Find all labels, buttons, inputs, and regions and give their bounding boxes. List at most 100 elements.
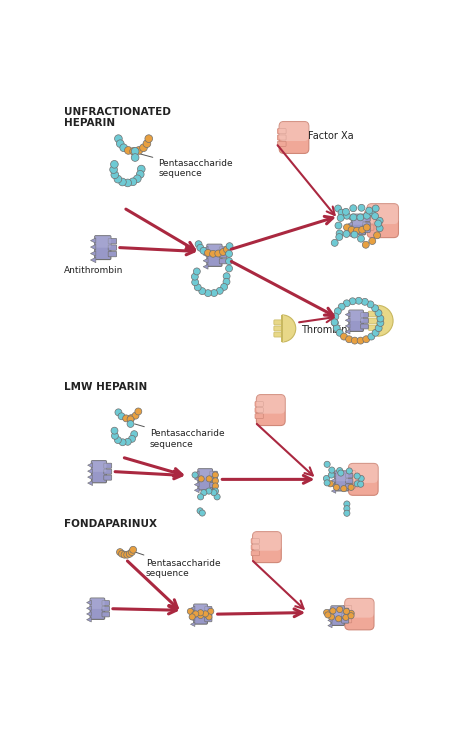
Circle shape (377, 319, 384, 326)
Circle shape (124, 438, 131, 445)
Polygon shape (331, 478, 336, 482)
FancyBboxPatch shape (219, 253, 227, 258)
Circle shape (357, 337, 364, 344)
Circle shape (324, 479, 330, 486)
Circle shape (372, 212, 379, 220)
Circle shape (333, 484, 339, 491)
Circle shape (202, 611, 209, 617)
Circle shape (215, 250, 222, 257)
Polygon shape (345, 318, 350, 322)
Circle shape (348, 610, 354, 616)
Text: LMW HEPARIN: LMW HEPARIN (64, 382, 147, 393)
Text: Pentasaccharide
sequence: Pentasaccharide sequence (135, 424, 224, 449)
Polygon shape (87, 617, 91, 622)
Circle shape (129, 178, 137, 186)
Circle shape (212, 488, 219, 494)
FancyBboxPatch shape (363, 222, 370, 227)
FancyBboxPatch shape (108, 251, 117, 257)
FancyBboxPatch shape (347, 476, 356, 482)
Circle shape (224, 246, 230, 253)
Circle shape (187, 608, 193, 614)
Circle shape (145, 135, 153, 142)
Circle shape (357, 235, 365, 242)
Circle shape (348, 613, 354, 619)
FancyBboxPatch shape (335, 471, 348, 481)
FancyBboxPatch shape (331, 606, 344, 616)
FancyBboxPatch shape (274, 332, 282, 337)
Circle shape (191, 273, 198, 280)
Circle shape (351, 337, 358, 344)
Circle shape (115, 409, 122, 416)
Circle shape (375, 310, 382, 316)
Circle shape (344, 506, 350, 512)
Circle shape (350, 214, 357, 221)
FancyBboxPatch shape (90, 598, 105, 619)
FancyBboxPatch shape (194, 604, 208, 614)
FancyBboxPatch shape (343, 605, 352, 610)
Text: Antithrombin: Antithrombin (64, 266, 123, 275)
FancyBboxPatch shape (363, 227, 370, 233)
Circle shape (375, 325, 382, 331)
Circle shape (199, 510, 205, 516)
Circle shape (128, 414, 135, 422)
Circle shape (204, 249, 211, 257)
FancyBboxPatch shape (251, 539, 259, 544)
Wedge shape (282, 315, 296, 342)
Circle shape (132, 412, 139, 419)
Circle shape (111, 432, 118, 439)
Circle shape (331, 319, 338, 326)
FancyBboxPatch shape (368, 311, 378, 316)
Polygon shape (203, 246, 208, 251)
Circle shape (128, 435, 136, 442)
Circle shape (137, 171, 144, 178)
Circle shape (198, 476, 204, 482)
Polygon shape (191, 606, 195, 610)
Circle shape (343, 608, 349, 614)
Circle shape (115, 135, 122, 142)
Circle shape (362, 242, 369, 248)
FancyBboxPatch shape (255, 414, 264, 419)
Circle shape (206, 476, 212, 482)
Text: UNFRACTIONATED
HEPARIN: UNFRACTIONATED HEPARIN (64, 107, 170, 129)
Circle shape (351, 231, 358, 238)
Polygon shape (91, 257, 96, 263)
Circle shape (374, 220, 382, 227)
Circle shape (127, 416, 134, 423)
Polygon shape (328, 608, 332, 612)
Circle shape (135, 408, 142, 415)
Circle shape (346, 336, 353, 343)
Circle shape (214, 494, 220, 500)
Polygon shape (194, 470, 199, 476)
Circle shape (109, 166, 118, 174)
FancyBboxPatch shape (255, 408, 264, 413)
Circle shape (195, 241, 202, 248)
FancyBboxPatch shape (349, 310, 364, 321)
Circle shape (366, 207, 373, 214)
Polygon shape (348, 227, 353, 232)
Circle shape (376, 218, 383, 224)
FancyBboxPatch shape (346, 473, 353, 478)
FancyBboxPatch shape (205, 617, 212, 622)
Circle shape (354, 481, 360, 487)
FancyBboxPatch shape (368, 325, 378, 331)
Circle shape (111, 171, 118, 179)
Polygon shape (194, 488, 199, 493)
FancyBboxPatch shape (361, 324, 368, 329)
Circle shape (212, 478, 219, 484)
Circle shape (336, 329, 343, 337)
Circle shape (131, 431, 137, 438)
FancyBboxPatch shape (281, 315, 284, 342)
FancyBboxPatch shape (251, 545, 259, 550)
Circle shape (335, 222, 342, 229)
Circle shape (223, 273, 230, 280)
Circle shape (130, 546, 137, 554)
Polygon shape (88, 469, 92, 473)
FancyBboxPatch shape (346, 479, 353, 483)
FancyBboxPatch shape (277, 129, 286, 134)
Circle shape (125, 147, 132, 154)
FancyBboxPatch shape (102, 612, 109, 617)
Circle shape (192, 472, 198, 478)
Text: FONDAPARINUX: FONDAPARINUX (64, 519, 156, 530)
Circle shape (343, 614, 349, 621)
Circle shape (193, 268, 201, 275)
